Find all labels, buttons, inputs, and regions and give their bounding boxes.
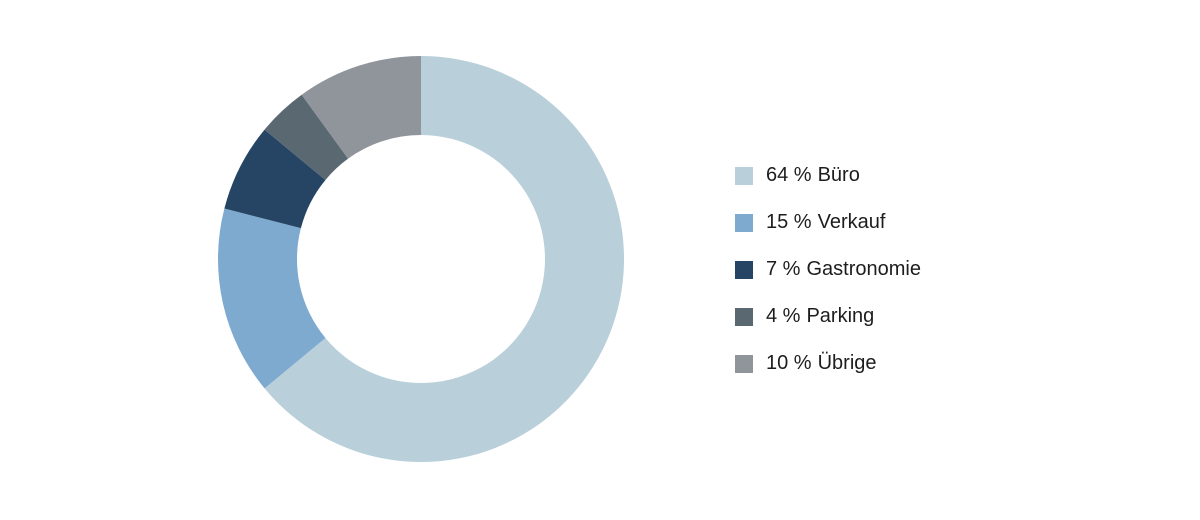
legend-swatch bbox=[735, 355, 753, 373]
legend-label: 7 % Gastronomie bbox=[766, 258, 921, 280]
donut-segment bbox=[264, 94, 349, 180]
donut-segment bbox=[217, 208, 326, 389]
legend-swatch bbox=[735, 261, 753, 279]
legend-name: Verkauf bbox=[818, 211, 886, 233]
legend-value: 10 % bbox=[766, 352, 812, 374]
legend-label: 10 % Übrige bbox=[766, 352, 877, 374]
legend-swatch bbox=[735, 308, 753, 326]
legend-name: Übrige bbox=[818, 352, 877, 374]
donut-segment bbox=[224, 129, 326, 229]
legend-name: Gastronomie bbox=[806, 258, 921, 280]
legend-value: 64 % bbox=[766, 164, 812, 186]
legend-label: 4 % Parking bbox=[766, 305, 874, 327]
legend-label: 15 % Verkauf bbox=[766, 211, 886, 233]
legend-swatch bbox=[735, 167, 753, 185]
legend-value: 7 % bbox=[766, 258, 801, 280]
donut-segment bbox=[301, 56, 421, 159]
legend-value: 4 % bbox=[766, 305, 801, 327]
legend-name: Büro bbox=[818, 164, 860, 186]
legend-label: 64 % Büro bbox=[766, 164, 860, 186]
legend-name: Parking bbox=[806, 305, 874, 327]
donut-segment bbox=[264, 56, 624, 463]
legend-value: 15 % bbox=[766, 211, 812, 233]
legend-swatch bbox=[735, 214, 753, 232]
